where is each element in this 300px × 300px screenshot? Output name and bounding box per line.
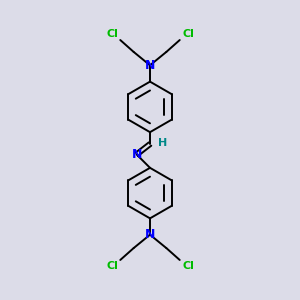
Text: N: N [145,59,155,72]
Text: H: H [158,138,168,148]
Text: Cl: Cl [182,261,194,271]
Text: Cl: Cl [106,261,118,271]
Text: N: N [131,148,142,161]
Text: Cl: Cl [182,29,194,39]
Text: N: N [145,228,155,241]
Text: Cl: Cl [106,29,118,39]
